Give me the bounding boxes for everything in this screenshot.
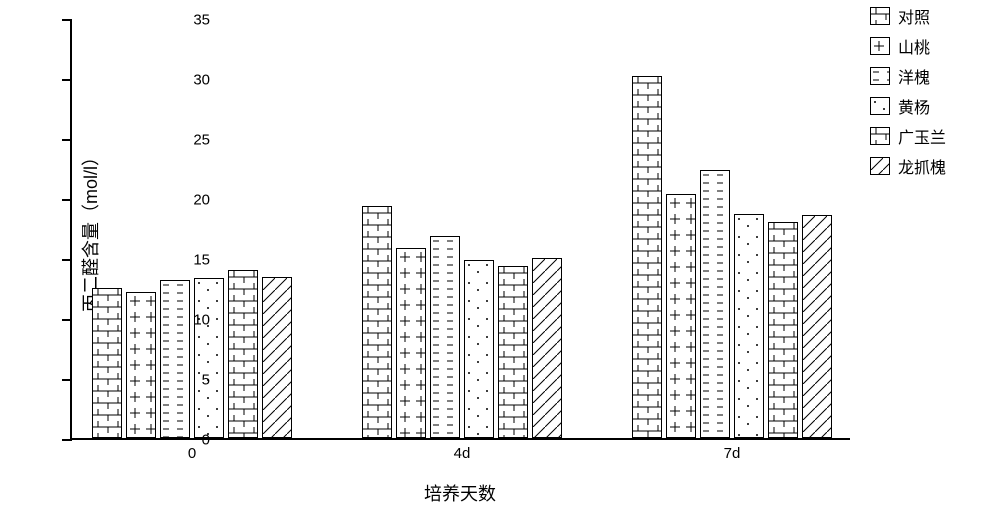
bar-山桃 [126, 292, 156, 438]
y-tick [62, 379, 72, 381]
y-tick [62, 19, 72, 21]
legend-label: 对照 [898, 4, 930, 28]
legend-swatch-icon [870, 127, 890, 145]
legend-swatch-icon [870, 97, 890, 115]
legend-item: 龙抓槐 [870, 154, 990, 178]
y-tick [62, 139, 72, 141]
x-tick-label: 7d [724, 445, 741, 462]
y-tick [62, 439, 72, 441]
legend-swatch-icon [870, 7, 890, 25]
legend: 对照山桃洋槐黄杨广玉兰龙抓槐 [870, 4, 990, 184]
bar-对照 [632, 76, 662, 438]
legend-label: 山桃 [898, 34, 930, 58]
legend-label: 龙抓槐 [898, 154, 946, 178]
bar-广玉兰 [768, 222, 798, 438]
y-tick-label: 5 [170, 372, 210, 389]
x-axis-title: 培养天数 [424, 480, 496, 506]
bar-洋槐 [700, 170, 730, 438]
bar-广玉兰 [228, 270, 258, 438]
legend-label: 广玉兰 [898, 124, 946, 148]
bar-龙抓槐 [802, 215, 832, 438]
bar-龙抓槐 [262, 277, 292, 438]
y-tick-label: 0 [170, 432, 210, 449]
legend-item: 黄杨 [870, 94, 990, 118]
y-tick-label: 35 [170, 12, 210, 29]
legend-swatch-icon [870, 37, 890, 55]
y-tick [62, 79, 72, 81]
legend-label: 洋槐 [898, 64, 930, 88]
bar-黄杨 [734, 214, 764, 438]
bar-对照 [362, 206, 392, 438]
mda-bar-chart: 丙二醛含量（mol/l） 培养天数 04d7d 对照山桃洋槐黄杨广玉兰龙抓槐 0… [0, 0, 1000, 517]
y-tick-label: 30 [170, 72, 210, 89]
bar-黄杨 [194, 278, 224, 438]
bar-山桃 [396, 248, 426, 438]
legend-label: 黄杨 [898, 94, 930, 118]
bar-黄杨 [464, 260, 494, 438]
bar-对照 [92, 288, 122, 438]
legend-swatch-icon [870, 157, 890, 175]
y-tick-label: 20 [170, 192, 210, 209]
y-tick [62, 199, 72, 201]
bar-龙抓槐 [532, 258, 562, 438]
bar-洋槐 [160, 280, 190, 438]
x-tick-label: 4d [454, 445, 471, 462]
y-tick-label: 10 [170, 312, 210, 329]
legend-item: 广玉兰 [870, 124, 990, 148]
legend-item: 山桃 [870, 34, 990, 58]
y-tick-label: 25 [170, 132, 210, 149]
legend-swatch-icon [870, 67, 890, 85]
bar-广玉兰 [498, 266, 528, 438]
legend-item: 对照 [870, 4, 990, 28]
legend-item: 洋槐 [870, 64, 990, 88]
y-tick [62, 319, 72, 321]
y-tick-label: 15 [170, 252, 210, 269]
bar-山桃 [666, 194, 696, 438]
y-tick [62, 259, 72, 261]
bar-洋槐 [430, 236, 460, 438]
